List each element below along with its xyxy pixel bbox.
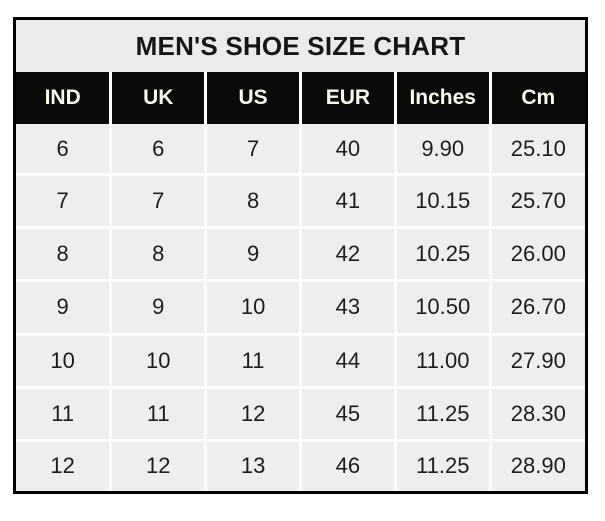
table-cell: 42 [298, 226, 396, 281]
table-cell: 9 [109, 279, 206, 335]
table-row: 12 12 13 46 11.25 28.90 [16, 438, 585, 491]
table-cell: 10.50 [393, 279, 491, 335]
table-cell: 9.90 [393, 124, 491, 175]
header-row: IND UK US EUR Inches Cm [16, 72, 585, 124]
table-cell: 12 [204, 385, 301, 441]
table-cell: 46 [298, 438, 396, 491]
table-cell: 10 [204, 279, 301, 335]
table-cell: 44 [298, 332, 396, 388]
table-cell: 28.90 [488, 438, 585, 491]
table-cell: 26.70 [488, 279, 585, 335]
table-cell: 11.25 [393, 438, 491, 491]
column-header-us: US [204, 72, 301, 124]
table-cell: 11 [204, 332, 301, 388]
table-row: 11 11 12 45 11.25 28.30 [16, 385, 585, 441]
table-cell: 6 [16, 124, 111, 175]
table-cell: 10 [109, 332, 206, 388]
table-cell: 25.10 [488, 124, 585, 175]
column-header-inches: Inches [393, 72, 491, 124]
table-row: 7 7 8 41 10.15 25.70 [16, 173, 585, 228]
table-cell: 11 [109, 385, 206, 441]
table-cell: 40 [298, 124, 396, 175]
table-cell: 8 [204, 173, 301, 228]
table-cell: 13 [204, 438, 301, 491]
table-cell: 10 [16, 332, 111, 388]
table-cell: 9 [16, 279, 111, 335]
table-cell: 7 [16, 173, 111, 228]
table-row: 9 9 10 43 10.50 26.70 [16, 279, 585, 335]
table-cell: 12 [16, 438, 111, 491]
table-cell: 7 [109, 173, 206, 228]
table-cell: 11.25 [393, 385, 491, 441]
table-cell: 27.90 [488, 332, 585, 388]
table-cell: 9 [204, 226, 301, 281]
table-cell: 26.00 [488, 226, 585, 281]
table-cell: 6 [109, 124, 206, 175]
column-header-cm: Cm [488, 72, 585, 124]
table-cell: 41 [298, 173, 396, 228]
column-header-uk: UK [109, 72, 206, 124]
chart-title: MEN'S SHOE SIZE CHART [16, 20, 585, 72]
title-row: MEN'S SHOE SIZE CHART [16, 20, 585, 72]
table-cell: 45 [298, 385, 396, 441]
table-body: 6 6 7 40 9.90 25.10 7 7 8 41 10.15 25.70 8 8 9 42 10.25 2… [16, 124, 585, 491]
column-header-ind: IND [16, 72, 111, 124]
table-cell: 25.70 [488, 173, 585, 228]
table-cell: 28.30 [488, 385, 585, 441]
table-cell: 8 [16, 226, 111, 281]
table-cell: 10.15 [393, 173, 491, 228]
table-cell: 10.25 [393, 226, 491, 281]
table-row: 10 10 11 44 11.00 27.90 [16, 332, 585, 388]
table-row: 6 6 7 40 9.90 25.10 [16, 124, 585, 175]
table-cell: 7 [204, 124, 301, 175]
table-cell: 43 [298, 279, 396, 335]
table-cell: 12 [109, 438, 206, 491]
table-cell: 11 [16, 385, 111, 441]
table-cell: 8 [109, 226, 206, 281]
table-head: MEN'S SHOE SIZE CHART IND UK US EUR Inches Cm [16, 20, 585, 124]
size-table: MEN'S SHOE SIZE CHART IND UK US EUR Inches Cm… [16, 20, 585, 491]
column-header-eur: EUR [298, 72, 396, 124]
table-cell: 11.00 [393, 332, 491, 388]
shoe-size-chart: MEN'S SHOE SIZE CHART IND UK US EUR Inches Cm… [13, 17, 588, 494]
table-row: 8 8 9 42 10.25 26.00 [16, 226, 585, 281]
